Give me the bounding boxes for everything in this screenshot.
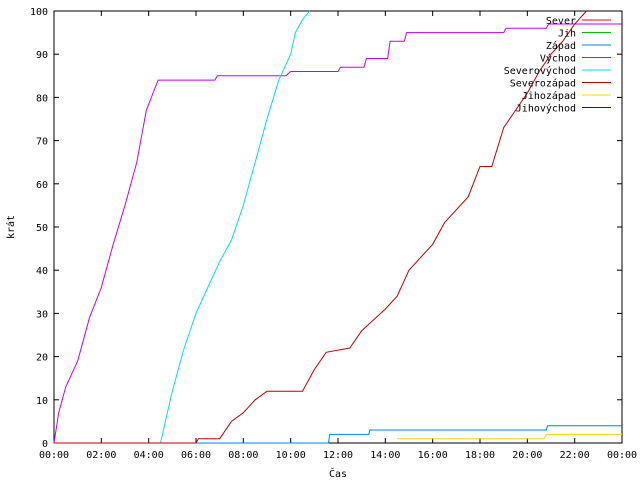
x-tick-label: 14:00 (370, 450, 400, 461)
x-tick-label: 16:00 (418, 450, 448, 461)
x-tick-label: 12:00 (323, 450, 353, 461)
legend-label: Západ (546, 40, 576, 52)
x-axis-label: Čas (329, 467, 347, 480)
series-line-6 (54, 10, 587, 444)
x-tick-label: 06:00 (181, 450, 211, 461)
legend-label: Jihovýchod (516, 103, 576, 115)
legend: Sever JihZápadVýchodSeverovýchodSeverozáp… (504, 16, 611, 115)
y-tick-label: 80 (36, 93, 48, 104)
y-tick-label: 40 (36, 266, 48, 277)
x-axis-tick-labels: 00:00 02:00 04:00 06:00 08:00 10:00 12:00 14:00… (39, 450, 637, 461)
x-tick-label: 22:00 (560, 450, 590, 461)
legend-label: Jihozápad (522, 90, 576, 102)
x-tick-label: 08:00 (228, 450, 258, 461)
y-axis-label: krát (5, 215, 17, 239)
series-line-3 (54, 425, 622, 444)
x-tick-label: 10:00 (276, 450, 306, 461)
x-tick-label: 20:00 (512, 450, 542, 461)
legend-label: Severozápad (510, 78, 576, 90)
legend-label: Východ (540, 53, 576, 65)
y-tick-label: 90 (36, 50, 48, 61)
y-tick-label: 60 (36, 180, 48, 191)
y-tick-label: 50 (36, 223, 48, 234)
series-layer (53, 10, 622, 444)
y-tick-label: 30 (36, 309, 48, 320)
x-tick-label: 04:00 (134, 450, 164, 461)
y-axis-tick-labels: 0 10 20 30 40 50 60 70 80 90 100 (30, 7, 48, 450)
legend-label: Sever (546, 16, 576, 27)
x-tick-label: 18:00 (465, 450, 495, 461)
tick-marks (53, 10, 623, 444)
y-tick-label: 20 (36, 353, 48, 364)
x-tick-label: 00:00 (607, 450, 637, 461)
y-tick-label: 0 (42, 439, 48, 450)
series-line-7 (397, 433, 622, 440)
legend-label: Jih (558, 29, 576, 40)
series-line-4 (53, 23, 622, 444)
series-line-5 (160, 10, 310, 444)
y-tick-label: 70 (36, 137, 48, 148)
y-tick-label: 10 (36, 396, 48, 407)
y-tick-label: 100 (30, 7, 48, 18)
x-tick-label: 00:00 (39, 450, 69, 461)
legend-label: Severovýchod (504, 65, 576, 77)
x-tick-label: 02:00 (86, 450, 116, 461)
